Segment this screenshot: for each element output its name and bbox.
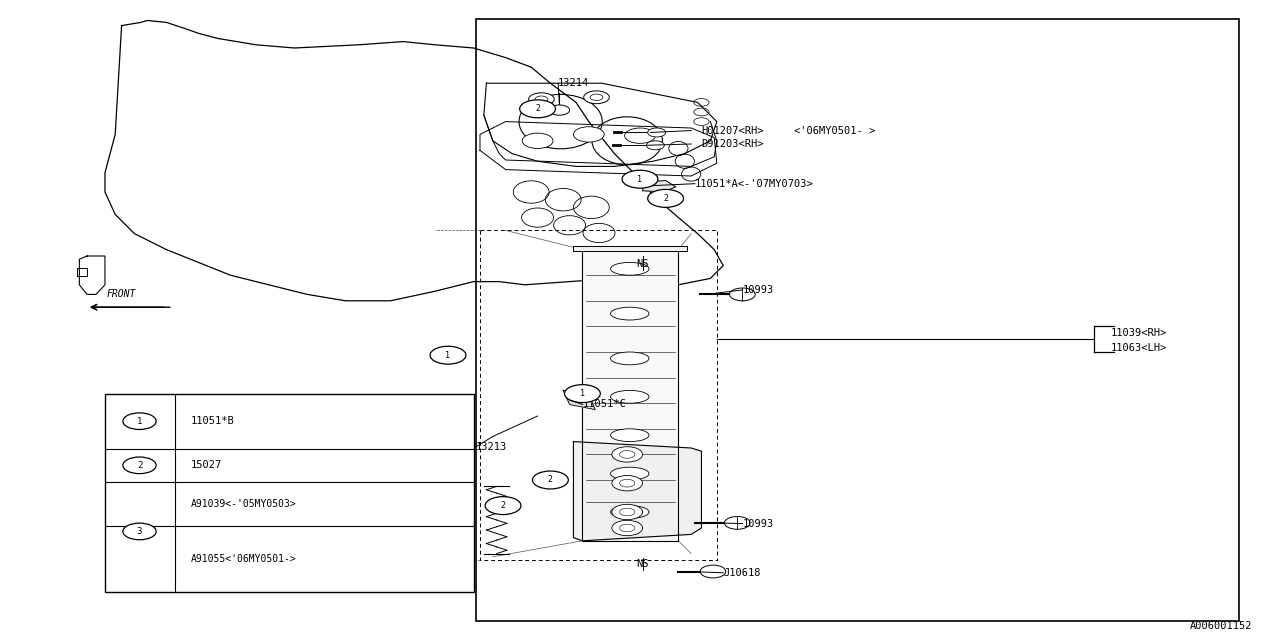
Polygon shape xyxy=(573,246,687,251)
Text: 15027: 15027 xyxy=(191,460,221,470)
Circle shape xyxy=(700,565,726,578)
Circle shape xyxy=(625,128,655,143)
Circle shape xyxy=(612,476,643,491)
Polygon shape xyxy=(582,250,678,541)
Text: A91039<-'05MY0503>: A91039<-'05MY0503> xyxy=(191,499,297,509)
Circle shape xyxy=(123,523,156,540)
Text: 11051*B: 11051*B xyxy=(191,416,234,426)
Text: A006001152: A006001152 xyxy=(1189,621,1252,631)
Polygon shape xyxy=(573,442,701,541)
Text: 2: 2 xyxy=(535,104,540,113)
Text: 10993: 10993 xyxy=(742,285,773,295)
Circle shape xyxy=(648,189,684,207)
Circle shape xyxy=(612,520,643,536)
Circle shape xyxy=(730,288,755,301)
Text: 2: 2 xyxy=(500,501,506,510)
Text: 2: 2 xyxy=(663,194,668,203)
Ellipse shape xyxy=(611,467,649,480)
Circle shape xyxy=(430,346,466,364)
Text: 2: 2 xyxy=(548,476,553,484)
Text: 11063<LH>: 11063<LH> xyxy=(1111,342,1167,353)
Text: 1: 1 xyxy=(637,175,643,184)
Text: 1: 1 xyxy=(445,351,451,360)
Circle shape xyxy=(612,504,643,520)
Circle shape xyxy=(646,141,664,150)
Circle shape xyxy=(584,91,609,104)
Ellipse shape xyxy=(611,390,649,403)
Circle shape xyxy=(622,170,658,188)
Circle shape xyxy=(485,497,521,515)
Text: 1: 1 xyxy=(137,417,142,426)
Ellipse shape xyxy=(611,262,649,275)
Text: 3: 3 xyxy=(137,527,142,536)
Text: 1: 1 xyxy=(580,389,585,398)
Text: 11051*C: 11051*C xyxy=(582,399,626,410)
Text: 2: 2 xyxy=(445,402,451,411)
Circle shape xyxy=(123,457,156,474)
Text: J10618: J10618 xyxy=(723,568,760,578)
Text: NS: NS xyxy=(636,559,649,570)
Text: 3: 3 xyxy=(433,560,438,569)
Circle shape xyxy=(430,397,466,415)
Ellipse shape xyxy=(611,506,649,518)
Text: 13214: 13214 xyxy=(558,78,589,88)
Circle shape xyxy=(549,105,570,115)
Circle shape xyxy=(123,413,156,429)
Ellipse shape xyxy=(611,352,649,365)
Text: 13213: 13213 xyxy=(476,442,507,452)
Text: D91203<RH>: D91203<RH> xyxy=(701,139,764,149)
Circle shape xyxy=(564,385,600,403)
Ellipse shape xyxy=(611,429,649,442)
Circle shape xyxy=(529,93,554,106)
Circle shape xyxy=(573,127,604,142)
Polygon shape xyxy=(563,390,595,410)
Text: A91055<'06MY0501->: A91055<'06MY0501-> xyxy=(191,554,297,564)
Text: <'06MY0501- >: <'06MY0501- > xyxy=(794,125,874,136)
Circle shape xyxy=(520,100,556,118)
Circle shape xyxy=(522,133,553,148)
Bar xyxy=(476,19,1239,621)
Text: H01207<RH>: H01207<RH> xyxy=(701,125,764,136)
Ellipse shape xyxy=(611,307,649,320)
Text: FRONT: FRONT xyxy=(108,289,136,299)
Circle shape xyxy=(417,556,453,573)
Text: 11051*A<-'07MY0703>: 11051*A<-'07MY0703> xyxy=(695,179,814,189)
Bar xyxy=(105,394,474,592)
Circle shape xyxy=(612,447,643,462)
Circle shape xyxy=(648,128,666,137)
Text: 2: 2 xyxy=(137,461,142,470)
Circle shape xyxy=(724,516,750,529)
Polygon shape xyxy=(643,180,676,192)
Text: 10993: 10993 xyxy=(742,518,773,529)
Text: 11039<RH>: 11039<RH> xyxy=(1111,328,1167,338)
Text: NS: NS xyxy=(636,259,649,269)
Circle shape xyxy=(532,471,568,489)
